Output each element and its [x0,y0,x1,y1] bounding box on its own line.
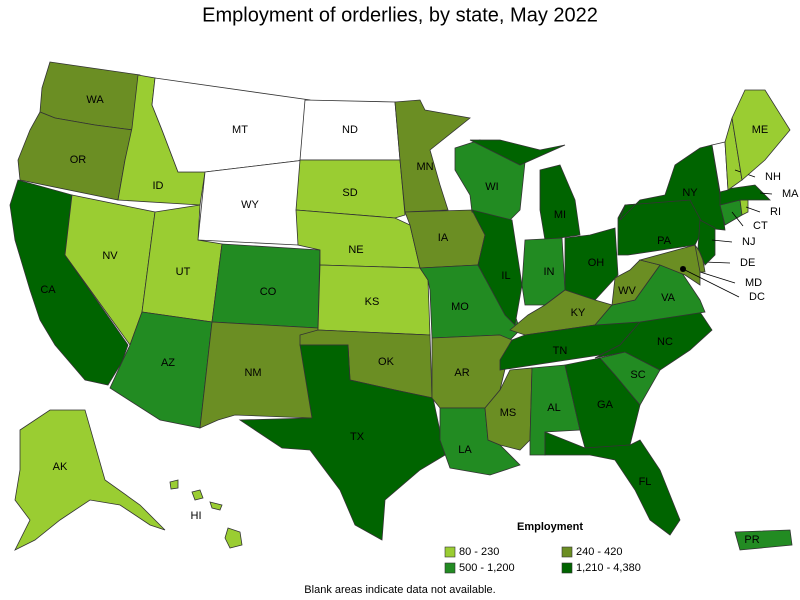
state-shape [394,99,471,213]
state-label: IA [438,232,449,244]
state-label: UT [176,266,191,278]
state-label: AL [547,402,560,414]
leader-line [759,192,773,195]
state-label: MN [416,161,433,173]
state-label: NE [348,244,363,256]
state-label: AZ [161,357,175,369]
state-label: MS [500,407,517,419]
legend-label: 240 - 420 [576,546,622,558]
leader-line [731,211,744,227]
state-shape [471,209,523,326]
state-label: TN [553,345,568,357]
state-label: MT [232,124,248,136]
dc-dot [680,266,686,272]
state-label: LA [458,444,472,456]
legend-swatch [561,562,573,574]
leader-line [699,271,736,284]
state-shape [169,479,179,490]
state-label: ID [153,180,164,192]
state-label: CA [40,284,56,296]
state-label: OR [70,154,87,166]
legend-swatch [444,546,456,558]
leader-line [745,206,761,213]
state-shape [697,219,716,266]
leader-line [682,268,740,298]
state-label: OK [378,356,395,368]
state-shape [594,311,713,371]
state-label: ND [342,124,358,136]
state-label: WI [485,181,498,193]
state-shape [295,159,406,219]
state-label: TX [350,431,365,443]
state-shape [317,264,431,336]
state-label: NC [657,336,673,348]
state-label: HI [191,510,202,522]
state-label: AR [454,367,469,379]
state-label: FL [639,476,652,488]
state-shape [209,501,223,511]
state-label: DC [749,291,765,303]
state-label: IN [544,266,555,278]
state-shape [731,89,791,181]
state-label: NV [102,250,118,262]
leader-line [711,239,733,243]
legend-label: 80 - 230 [459,546,499,558]
state-label: WA [86,94,104,106]
state-label: IL [501,270,510,282]
state-label: NM [244,367,261,379]
state-label: PA [657,235,672,247]
note: Blank areas indicate data not available. [304,584,495,596]
state-shape [469,139,566,166]
state-label: CT [753,220,768,232]
legend-swatch [561,546,573,558]
state-label: MI [554,209,566,221]
state-label: MO [451,301,469,313]
state-shape [191,489,204,501]
state-label: GA [597,399,614,411]
state-shape [539,164,581,241]
state-label: SD [342,187,357,199]
state-label: MD [745,277,762,289]
state-label: DE [740,257,755,269]
state-label: MA [782,188,799,200]
state-shape [238,344,446,541]
state-shape [14,409,166,551]
state-shape [734,529,793,551]
state-label: CO [260,286,277,298]
state-label: KS [365,296,380,308]
state-label: WY [241,199,259,211]
legend-title: Employment [517,521,583,533]
state-label: SC [630,369,645,381]
state-label: KY [571,307,586,319]
state-label: AK [53,461,68,473]
map-title: Employment of orderlies, by state, May 2… [202,4,598,26]
legend-label: 1,210 - 4,380 [576,562,641,574]
state-label: NH [765,171,781,183]
state-label: PR [744,534,759,546]
state-label: VA [661,292,676,304]
state-label: OH [588,257,605,269]
state-shape [151,77,311,173]
state-label: RI [770,206,781,218]
state-shape [544,431,681,536]
legend-swatch [444,562,456,574]
state-label: NJ [742,236,755,248]
state-shape [719,184,771,206]
state-label: NY [682,187,698,199]
legend-label: 500 - 1,200 [459,562,515,574]
state-label: WV [618,285,636,297]
state-label: ME [752,124,769,136]
state-shape [224,527,243,549]
